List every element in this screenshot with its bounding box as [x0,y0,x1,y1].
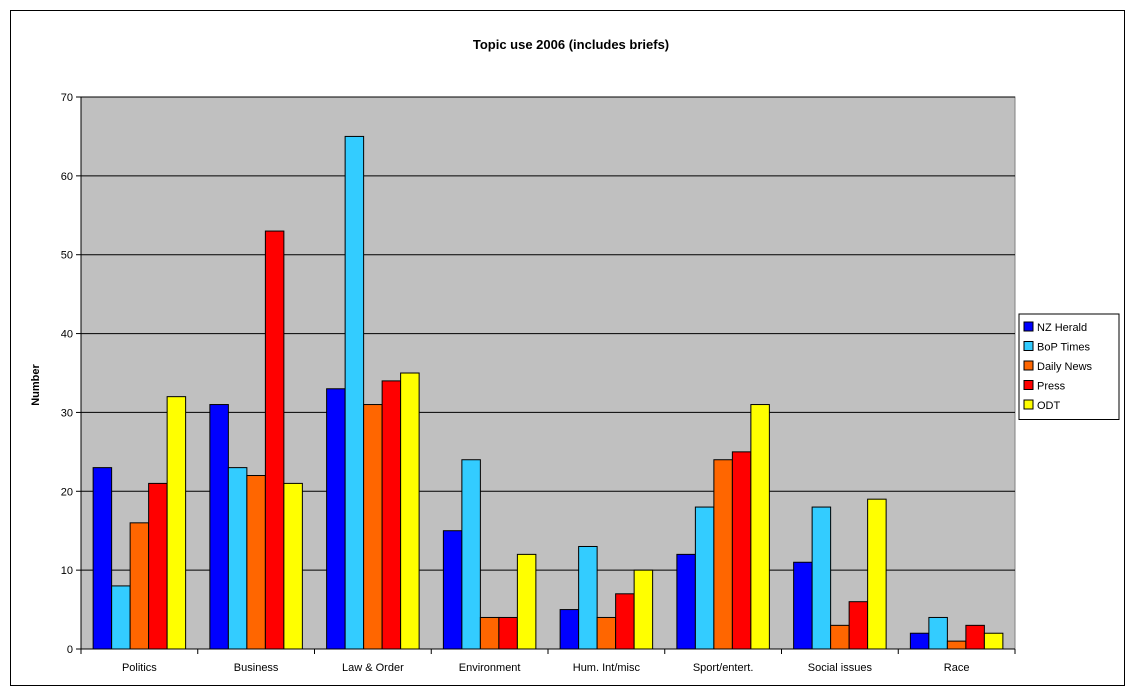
bar [264,230,285,650]
bar [283,482,303,650]
bar [344,135,365,650]
bar [965,624,985,650]
bar [498,616,518,650]
x-tick-label: Social issues [808,662,873,674]
bar [442,530,463,650]
bar [148,482,168,650]
chart-frame: Topic use 2006 (includes briefs) Number … [10,10,1125,686]
bar [694,506,715,650]
bar [676,553,696,650]
bar [633,569,654,650]
y-axis-label: Number [30,364,42,406]
bar [326,388,346,650]
legend-entry: BoP Times [1037,342,1090,354]
bar [848,601,869,650]
y-tick-label: 70 [61,92,73,104]
bar [246,475,266,650]
bar [92,467,113,650]
bar [615,593,635,650]
bar-chart: Topic use 2006 (includes briefs) Number … [30,37,1120,674]
chart-title: Topic use 2006 (includes briefs) [473,37,669,52]
bar [461,459,481,650]
bar [811,506,832,650]
legend-entry: Press [1037,381,1066,393]
bar [111,585,131,650]
y-tick-label: 10 [61,565,73,577]
x-tick-label: Race [944,662,970,674]
legend-swatch [1023,341,1034,351]
legend-swatch [1023,360,1034,371]
x-tick-label: Politics [122,662,157,674]
y-tick-label: 20 [61,486,73,498]
bar [946,640,967,650]
bar [731,451,752,650]
bars [92,135,1004,650]
x-tick-label: Sport/entert. [693,662,754,674]
bar [400,372,420,650]
legend-box [1018,313,1120,420]
bar [867,498,887,650]
bar [713,459,733,650]
legend-swatch [1023,399,1034,410]
x-tick-label: Environment [459,662,521,674]
legend-entry: NZ Herald [1037,322,1087,334]
bar [516,553,537,650]
bar [559,609,580,650]
bar [983,632,1004,650]
y-tick-label: 30 [61,407,73,419]
legend-swatch [1023,321,1034,332]
bar [750,404,770,650]
x-tick-label: Business [234,662,279,674]
bar [227,467,248,650]
x-tick-label: Law & Order [342,662,404,674]
bar [793,561,813,650]
y-tick-label: 0 [67,644,73,656]
bar [166,396,187,650]
bar [129,522,150,650]
legend-swatch [1023,380,1034,390]
bar [596,616,617,650]
bar [928,616,948,650]
y-tick-label: 60 [61,171,73,183]
y-tick-label: 40 [61,329,73,341]
bar [578,545,598,650]
legend-entry: Daily News [1037,361,1093,373]
bar [479,616,500,650]
legend: NZ Herald BoP Times Daily News Press ODT [1018,313,1120,420]
axes: 0 10 20 30 40 50 60 70 Politics Business Law & Ord… [61,92,1016,674]
legend-entry: ODT [1037,400,1061,412]
bar [381,380,402,650]
bar [830,624,850,650]
bar [209,404,229,650]
bar [363,404,383,650]
y-tick-label: 50 [61,250,73,262]
bar [909,632,930,650]
x-tick-label: Hum. Int/misc [573,662,641,674]
